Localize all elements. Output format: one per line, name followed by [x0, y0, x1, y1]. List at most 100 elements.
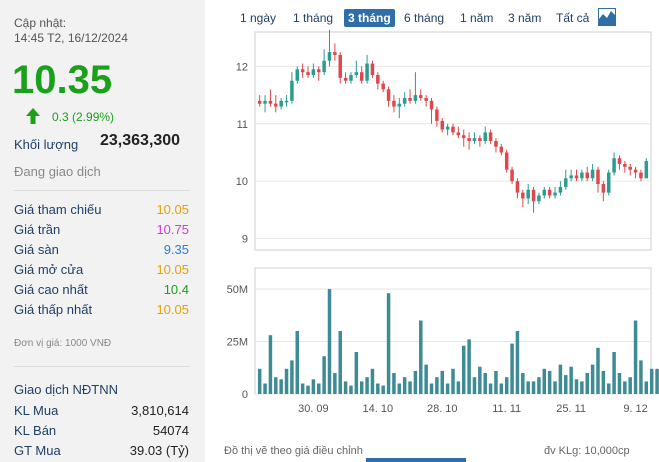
- volume-bar: [311, 379, 316, 394]
- volume-bar: [499, 383, 504, 394]
- stat-value: 10.05: [156, 202, 189, 217]
- stat-label: Giá thấp nhất: [14, 302, 93, 317]
- candle-body: [504, 152, 509, 170]
- candle-body: [290, 80, 294, 101]
- foreign-row-label: KL Mua: [14, 403, 59, 418]
- volume-bar: [322, 356, 326, 394]
- volume-bar: [279, 379, 283, 394]
- volume-bar: [349, 385, 353, 394]
- candle-body: [456, 132, 461, 136]
- candle-body: [472, 138, 477, 141]
- volume-bar: [451, 368, 455, 394]
- volume-tick-label: 0: [242, 389, 248, 401]
- candle-body: [386, 89, 391, 101]
- volume-bar: [402, 377, 407, 394]
- stat-label: Giá cao nhất: [14, 282, 88, 297]
- volume-bar: [290, 360, 294, 394]
- tab-period[interactable]: Tất cả: [556, 11, 590, 25]
- tab-period[interactable]: 1 năm: [460, 11, 494, 25]
- candle-body: [365, 63, 369, 81]
- volume-bar: [547, 370, 552, 394]
- candle-body: [483, 132, 487, 141]
- volume-bar: [596, 347, 600, 394]
- volume-bar: [494, 370, 498, 394]
- chart-footnote: Đồ thị vẽ theo giá điều chỉnh: [224, 445, 363, 457]
- volume-bar: [558, 364, 563, 394]
- tab-period[interactable]: 1 ngày: [240, 11, 277, 25]
- tab-period[interactable]: 3 năm: [508, 11, 542, 25]
- tab-period[interactable]: 6 tháng: [404, 11, 445, 25]
- stat-value: 10.05: [156, 262, 189, 277]
- candle-body: [338, 54, 342, 78]
- volume-bar: [612, 352, 616, 394]
- volume-bar: [542, 368, 547, 394]
- candle-body: [547, 189, 552, 196]
- volume-bar: [483, 373, 487, 394]
- candle-body: [596, 169, 600, 185]
- candle-body: [381, 83, 385, 90]
- volume-bar: [284, 368, 289, 394]
- foreign-row-value: 3,810,614: [131, 403, 189, 418]
- candle-body: [311, 69, 316, 76]
- stat-label: Giá tham chiếu: [14, 202, 102, 217]
- volume-bar: [370, 368, 375, 394]
- candle-body: [451, 126, 455, 133]
- volume-bar: [633, 320, 638, 394]
- tab-period[interactable]: 3 tháng: [344, 9, 395, 27]
- x-tick-label: 14. 10: [363, 403, 394, 415]
- area-chart-icon[interactable]: [598, 8, 616, 26]
- candle-body: [349, 75, 353, 81]
- candle-body: [354, 72, 359, 76]
- tab-period[interactable]: 1 tháng: [293, 11, 334, 25]
- foreign-trade-title: Giao dịch NĐTNN: [14, 382, 119, 397]
- volume-bar: [623, 381, 627, 394]
- volume-bar: [585, 373, 589, 394]
- candle-body: [558, 186, 563, 193]
- divider: [14, 190, 190, 191]
- volume-unit-note: đv KLg: 10,000cp: [544, 445, 630, 457]
- volume-bar: [397, 383, 402, 394]
- volume-bar: [392, 373, 396, 394]
- candle-body: [306, 72, 310, 76]
- candle-body: [644, 161, 649, 179]
- volume-tick-label: 50M: [227, 284, 248, 296]
- candle-body: [499, 146, 504, 153]
- candle-body: [333, 52, 337, 55]
- update-time: 14:45 T2, 16/12/2024: [14, 31, 128, 45]
- candle-body: [322, 60, 326, 73]
- stat-label: Giá trần: [14, 222, 61, 237]
- volume-bar: [413, 370, 418, 394]
- volume-bar: [317, 383, 321, 394]
- volume-bar: [590, 364, 595, 394]
- chart-scrollbar[interactable]: [366, 458, 466, 462]
- candle-body: [268, 100, 273, 104]
- volume-bar: [553, 381, 557, 394]
- candle-body: [413, 95, 418, 101]
- candle-body: [359, 72, 364, 81]
- volume-bar: [263, 383, 267, 394]
- price-tick-label: 11: [237, 119, 248, 131]
- price-panel-frame: [254, 31, 652, 251]
- volume-bar: [510, 343, 514, 394]
- stat-value: 10.4: [163, 282, 189, 297]
- volume-bar: [338, 331, 342, 394]
- volume-bar: [488, 383, 493, 394]
- candle-body: [419, 95, 423, 98]
- price-chart[interactable]: 9 10 11 12 0 25M 50M 30. 09 14. 10 28. 10 11. 11 25…: [210, 30, 659, 440]
- candle-body: [478, 138, 482, 141]
- volume-bar: [467, 339, 471, 394]
- candle-body: [526, 189, 530, 199]
- candle-body: [542, 189, 547, 196]
- volume-bar: [274, 377, 278, 394]
- foreign-row-value: 39.03 (Tỷ): [129, 443, 189, 458]
- volume-label: Khối lượng: [14, 137, 79, 152]
- candle-body: [343, 77, 348, 81]
- volume-bar: [515, 331, 520, 394]
- candle-body: [564, 178, 568, 187]
- candle-body: [601, 184, 606, 193]
- price-change: 0.3 (2.99%): [52, 110, 115, 124]
- volume-bar: [580, 381, 584, 394]
- divider: [14, 366, 190, 367]
- candle-body: [467, 138, 471, 141]
- volume-bar: [461, 345, 466, 394]
